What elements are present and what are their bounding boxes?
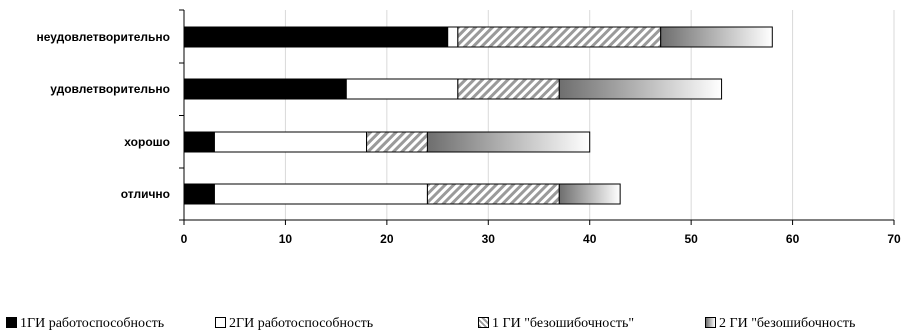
x-tick-label-0: 0 xyxy=(181,232,188,246)
legend-label: 2 ГИ "безошибочность xyxy=(719,316,856,331)
legend-item-2gi-bezoshibochnost: 2 ГИ "безошибочность xyxy=(705,313,855,334)
legend-swatch-solid-black xyxy=(6,317,17,329)
x-tick-label-20: 20 xyxy=(380,232,394,246)
bar-segment-отлично-series-3 xyxy=(426,183,560,205)
legend-label: 1 ГИ "безошибочность" xyxy=(492,316,635,331)
x-tick-labels: 0 10 20 30 40 50 60 70 xyxy=(181,232,901,246)
bar-segment-удовлетворительно-series-1 xyxy=(183,78,347,100)
bar-segment-неудовлетворительно-series-3 xyxy=(457,26,662,48)
bar-segment-отлично-series-2 xyxy=(213,183,428,205)
bar-segment-хорошо-series-3 xyxy=(366,131,428,153)
stacked-bar-chart: неудовлетворительно удовлетворительно хоро… xyxy=(36,9,901,246)
bar-segment-неудовлетворительно-series-1 xyxy=(183,26,449,48)
legend-item-1gi-bezoshibochnost: 1 ГИ "безошибочность" xyxy=(478,313,634,334)
bar-segment-отлично-series-4 xyxy=(558,183,621,205)
x-tick-label-30: 30 xyxy=(482,232,496,246)
legend-item-2gi-rabotosposobnost: 2ГИ работоспособность xyxy=(215,313,373,334)
bar-segment-хорошо-series-2 xyxy=(213,131,368,153)
x-tick-label-50: 50 xyxy=(684,232,698,246)
bar-segment-удовлетворительно-series-4 xyxy=(558,78,723,100)
bars xyxy=(183,26,773,205)
category-label-отлично: отлично xyxy=(121,187,170,201)
axes xyxy=(179,9,895,225)
legend-swatch-gradient xyxy=(705,317,716,329)
legend-swatch-white xyxy=(215,317,226,329)
x-tick-label-10: 10 xyxy=(279,232,293,246)
legend-swatch-hatch xyxy=(478,317,489,329)
category-labels: неудовлетворительно удовлетворительно хоро… xyxy=(36,30,170,201)
bar-segment-неудовлетворительно-series-2 xyxy=(447,26,459,48)
x-tick-label-40: 40 xyxy=(583,232,597,246)
category-label-неудовлетворительно: неудовлетворительно xyxy=(36,30,170,44)
bar-segment-отлично-series-1 xyxy=(183,183,215,205)
bar-segment-хорошо-series-4 xyxy=(426,131,591,153)
x-tick-label-60: 60 xyxy=(786,232,800,246)
legend-label: 2ГИ работоспособность xyxy=(229,316,374,331)
bar-segment-удовлетворительно-series-2 xyxy=(345,78,459,100)
legend-label: 1ГИ работоспособность xyxy=(20,316,165,331)
bar-segment-удовлетворительно-series-3 xyxy=(457,78,560,100)
bar-segment-неудовлетворительно-series-4 xyxy=(660,26,773,48)
bar-segment-хорошо-series-1 xyxy=(183,131,215,153)
legend-item-1gi-rabotosposobnost: 1ГИ работоспособность xyxy=(6,313,164,334)
x-tick-label-70: 70 xyxy=(887,232,901,246)
legend: 1ГИ работоспособность 2ГИ работоспособно… xyxy=(0,313,903,334)
category-label-хорошо: хорошо xyxy=(124,135,170,149)
category-label-удовлетворительно: удовлетворительно xyxy=(50,82,170,96)
